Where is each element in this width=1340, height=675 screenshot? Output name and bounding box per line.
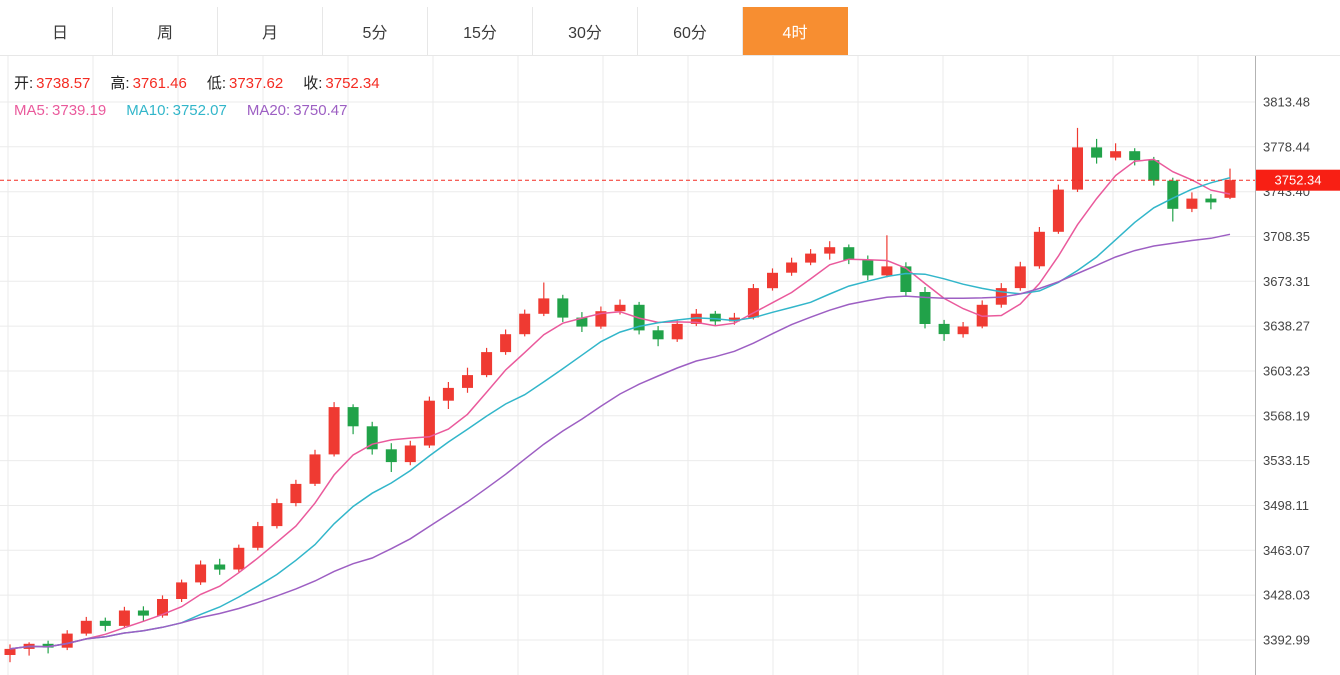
tab-week[interactable]: 周 [113, 7, 218, 55]
y-axis: 3813.483778.443743.403708.353673.313638.… [1255, 56, 1310, 675]
y-axis-label: 3463.07 [1263, 543, 1310, 558]
y-axis-label: 3708.35 [1263, 229, 1310, 244]
close-value: 3752.34 [325, 75, 380, 92]
low-value: 3737.62 [228, 75, 284, 92]
tab-day-label: 日 [51, 25, 68, 42]
y-axis-label: 3673.31 [1263, 274, 1310, 289]
ma-legend: MA5: 3739.19 MA10: 3752.07 MA20: 3750.47 [14, 99, 347, 123]
open-label: 开: [14, 75, 34, 92]
ma10-line [9, 176, 1231, 650]
y-axis-label: 3778.44 [1263, 139, 1310, 154]
tab-5min[interactable]: 5分 [323, 7, 428, 55]
high-readout: 高: 3761.46 [110, 72, 186, 96]
high-value: 3761.46 [132, 75, 187, 92]
ma5-value: 3739.19 [52, 102, 107, 119]
tab-15min-label: 15分 [463, 25, 497, 42]
low-label: 低: [206, 75, 226, 92]
tab-15min[interactable]: 15分 [428, 7, 533, 55]
y-axis-label: 3638.27 [1263, 319, 1310, 334]
tab-60min-label: 60分 [673, 25, 707, 42]
close-label: 收: [303, 75, 323, 92]
y-axis-label: 3428.03 [1263, 588, 1310, 603]
ma10-value: 3752.07 [172, 102, 227, 119]
ma20-value: 3750.47 [293, 102, 348, 119]
tab-30min[interactable]: 30分 [533, 7, 638, 55]
y-axis-label: 3813.48 [1263, 95, 1310, 110]
y-axis-label: 3392.99 [1263, 633, 1310, 648]
ma10-label: MA10: [126, 102, 170, 119]
tab-week-label: 周 [156, 25, 173, 42]
ohlc-legend: 开: 3738.57 高: 3761.46 低: 3737.62 收: 3752.34 [14, 72, 380, 96]
tab-day[interactable]: 日 [8, 7, 113, 55]
open-value: 3738.57 [36, 75, 91, 92]
tab-month[interactable]: 月 [218, 7, 323, 55]
low-readout: 低: 3737.62 [207, 72, 283, 96]
open-readout: 开: 3738.57 [14, 72, 90, 96]
candles [4, 127, 1236, 663]
ma5-readout: MA5: 3739.19 [14, 99, 106, 123]
tab-4hour-label: 4时 [782, 25, 808, 42]
current-price-line: 3752.34 [0, 169, 1340, 191]
grid-lines [0, 56, 1255, 675]
tab-60min[interactable]: 60分 [638, 7, 743, 55]
close-readout: 收: 3752.34 [303, 72, 379, 96]
y-axis-label: 3498.11 [1263, 498, 1309, 513]
candlestick-chart-canvas[interactable]: 3813.483778.443743.403708.353673.313638.… [0, 56, 1340, 675]
ma20-label: MA20: [246, 102, 291, 119]
ma5-label: MA5: [14, 102, 50, 119]
ma5-line [9, 158, 1231, 650]
chart-area: 开: 3738.57 高: 3761.46 低: 3737.62 收: 3752.34 … [0, 56, 1340, 675]
ma20-line [9, 233, 1231, 650]
tab-month-label: 月 [261, 25, 278, 42]
tab-30min-label: 30分 [568, 25, 602, 42]
current-price-tag [1256, 169, 1340, 191]
ma20-readout: MA20: 3750.47 [247, 99, 348, 123]
ma-lines [9, 158, 1231, 650]
current-price-tag-value: 3752.34 [1275, 173, 1322, 188]
y-axis-label: 3568.19 [1263, 408, 1310, 423]
tab-5min-label: 5分 [362, 25, 388, 42]
y-axis-label: 3533.15 [1263, 453, 1310, 468]
timeframe-tabbar: 日 周 月 5分 15分 30分 60分 4时 [0, 0, 1340, 56]
y-axis-label: 3603.23 [1263, 364, 1310, 379]
high-label: 高: [110, 75, 130, 92]
ma10-readout: MA10: 3752.07 [126, 99, 227, 123]
tab-4hour[interactable]: 4时 [743, 7, 848, 55]
